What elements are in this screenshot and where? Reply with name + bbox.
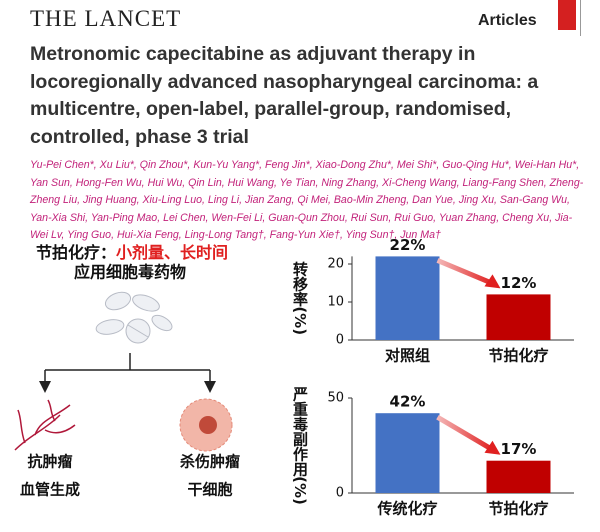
author-list: Yu-Pei Chen*, Xu Liu*, Qin Zhou*, Kun-Yu…	[30, 159, 584, 241]
outcome-label: 抗肿瘤	[27, 453, 72, 471]
bar	[375, 413, 440, 493]
trend-arrowhead	[484, 274, 501, 289]
pills	[95, 291, 173, 344]
heading-highlight: 小剂量、长时间	[116, 243, 228, 262]
branch-arrows	[39, 353, 216, 393]
bar	[486, 294, 551, 340]
cell-icon	[179, 398, 233, 452]
y-tick-label: 0	[336, 333, 344, 348]
journal-brand: THE LANCET	[30, 6, 182, 31]
bookmark	[558, 0, 576, 30]
subheading: 应用细胞毒药物	[74, 263, 186, 282]
y-axis-label: 转移率(%)	[291, 261, 309, 336]
trend-arrow	[436, 258, 494, 286]
x-tick-label: 对照组	[385, 347, 430, 365]
value-label: 22%	[390, 236, 426, 254]
y-tick-label: 20	[327, 257, 344, 272]
x-tick-label: 传统化疗	[376, 500, 437, 518]
y-tick-label: 0	[336, 486, 344, 501]
bar	[375, 256, 440, 340]
outcome-label: 干细胞	[187, 481, 232, 499]
trend-arrowhead	[484, 440, 501, 455]
section-label: Articles	[478, 12, 537, 29]
value-label: 17%	[501, 440, 537, 458]
article-title: Metronomic capecitabine as adjuvant ther…	[30, 43, 539, 148]
heading-text: 节拍化疗：	[36, 243, 116, 262]
heading: 节拍化疗：小剂量、长时间	[36, 243, 228, 262]
y-tick-label: 50	[327, 391, 344, 406]
trend-arrow	[436, 415, 494, 452]
divider	[580, 0, 581, 36]
vessel-icon	[14, 399, 76, 451]
value-label: 12%	[501, 274, 537, 292]
x-tick-label: 节拍化疗	[488, 500, 548, 518]
value-label: 42%	[390, 393, 426, 411]
y-axis-label: 严重毒副作用(%)	[291, 386, 309, 505]
bar	[486, 460, 551, 493]
outcome-label: 杀伤肿瘤	[180, 453, 240, 471]
infographic: 节拍化疗：小剂量、长时间 应用细胞毒药物 抗肿瘤 血管生成 杀伤肿瘤 干细胞 转…	[14, 236, 574, 518]
y-tick-label: 10	[327, 295, 344, 310]
x-tick-label: 节拍化疗	[488, 347, 548, 365]
outcome-label: 血管生成	[20, 481, 80, 499]
